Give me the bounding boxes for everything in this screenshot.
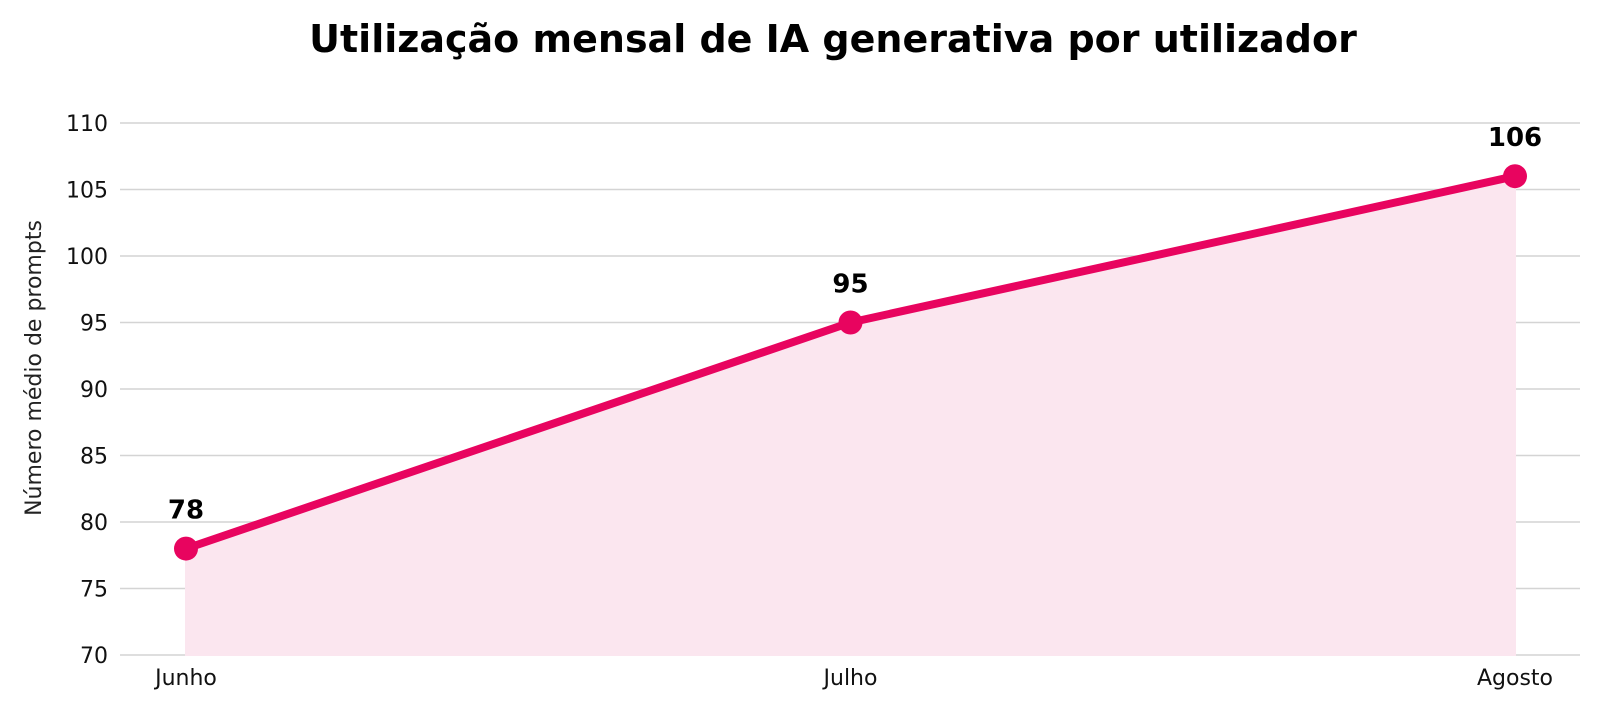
data-point <box>1503 164 1527 189</box>
area-fill <box>185 174 1516 656</box>
y-tick-label: 100 <box>66 245 108 270</box>
data-labels: 78 95 106 <box>168 123 1542 525</box>
area-fill-layer <box>185 174 1516 656</box>
x-axis-ticks: Junho Julho Agosto <box>153 666 1553 691</box>
x-tick-label: Julho <box>822 666 878 691</box>
data-label: 106 <box>1488 123 1542 153</box>
y-tick-label: 105 <box>66 179 108 204</box>
data-point <box>838 310 863 335</box>
chart-title: Utilização mensal de IA generativa por u… <box>309 17 1357 61</box>
data-point <box>174 536 198 561</box>
y-tick-label: 85 <box>80 445 108 470</box>
y-tick-label: 75 <box>80 578 108 603</box>
y-tick-label: 70 <box>80 644 108 669</box>
x-tick-label: Junho <box>153 666 217 691</box>
y-tick-label: 90 <box>80 378 108 403</box>
data-label: 95 <box>832 270 868 300</box>
y-tick-label: 110 <box>66 112 108 137</box>
y-tick-label: 80 <box>80 511 108 536</box>
y-axis-ticks: 70 75 80 85 90 95 100 105 110 <box>66 112 108 669</box>
x-tick-label: Agosto <box>1477 666 1553 691</box>
y-axis-label: Número médio de prompts <box>22 220 47 516</box>
data-points <box>174 164 1527 561</box>
y-tick-label: 95 <box>80 312 108 337</box>
data-label: 78 <box>168 496 204 526</box>
